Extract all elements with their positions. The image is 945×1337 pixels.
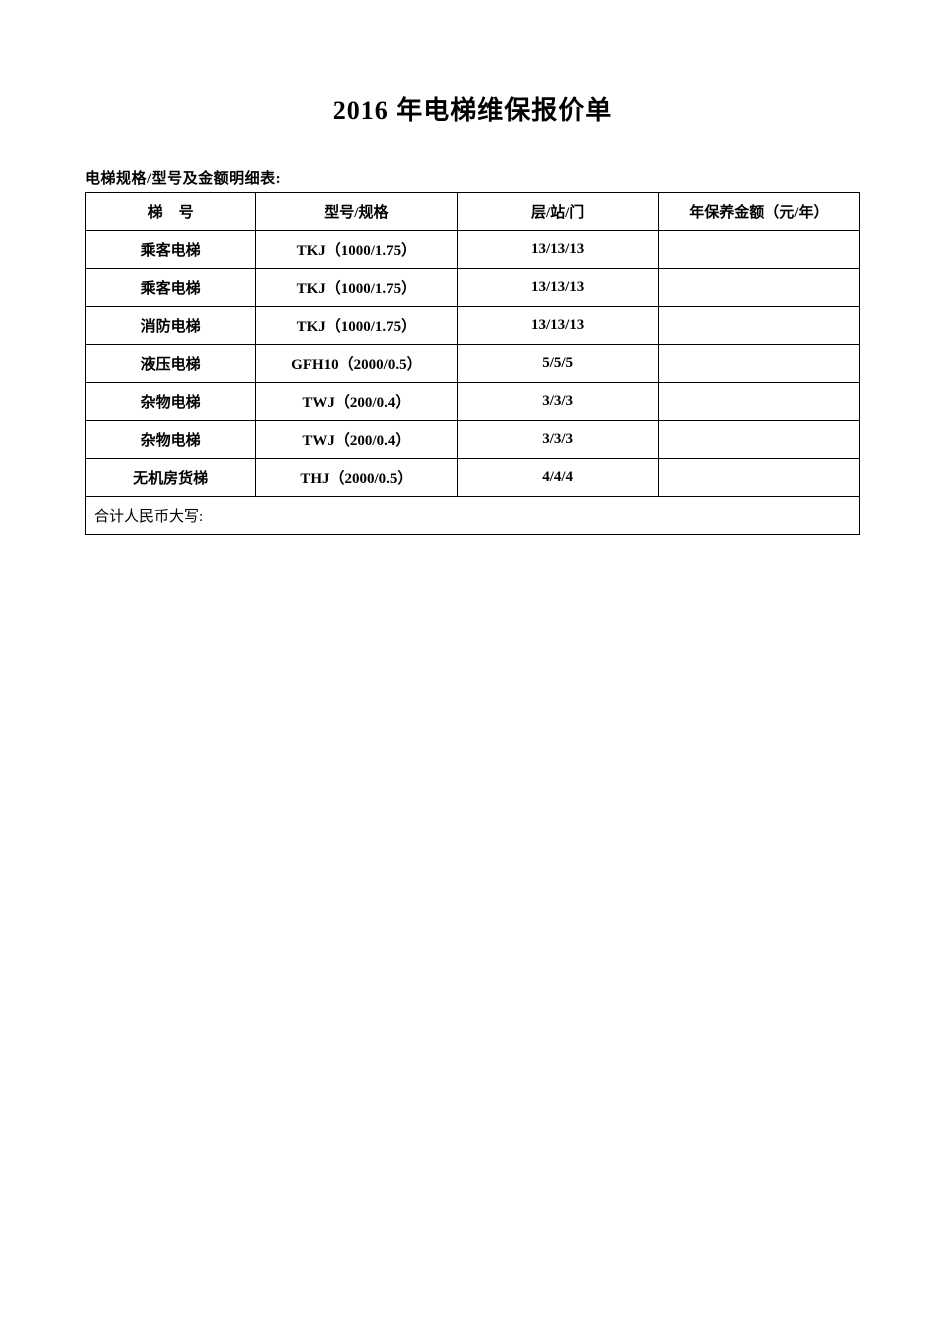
cell-floors: 3/3/3 — [457, 383, 658, 421]
cell-model: TKJ（1000/1.75） — [256, 307, 457, 345]
table-row: 乘客电梯 TKJ（1000/1.75） 13/13/13 — [86, 231, 860, 269]
cell-model: TWJ（200/0.4） — [256, 421, 457, 459]
table-row: 液压电梯 GFH10（2000/0.5） 5/5/5 — [86, 345, 860, 383]
total-label: 合计人民币大写: — [86, 497, 860, 535]
cell-name: 乘客电梯 — [86, 231, 256, 269]
table-row: 杂物电梯 TWJ（200/0.4） 3/3/3 — [86, 421, 860, 459]
table-row: 杂物电梯 TWJ（200/0.4） 3/3/3 — [86, 383, 860, 421]
cell-floors: 13/13/13 — [457, 307, 658, 345]
cell-price — [658, 269, 859, 307]
table-subtitle: 电梯规格/型号及金额明细表: — [85, 167, 860, 188]
cell-floors: 5/5/5 — [457, 345, 658, 383]
table-header-row: 梯号 型号/规格 层/站/门 年保养金额（元/年） — [86, 193, 860, 231]
cell-floors: 13/13/13 — [457, 231, 658, 269]
page-title: 2016 年电梯维保报价单 — [85, 90, 860, 127]
cell-price — [658, 421, 859, 459]
cell-model: TKJ（1000/1.75） — [256, 231, 457, 269]
cell-price — [658, 231, 859, 269]
table-row: 无机房货梯 THJ（2000/0.5） 4/4/4 — [86, 459, 860, 497]
cell-name: 无机房货梯 — [86, 459, 256, 497]
cell-model: TWJ（200/0.4） — [256, 383, 457, 421]
cell-model: THJ（2000/0.5） — [256, 459, 457, 497]
table-body: 乘客电梯 TKJ（1000/1.75） 13/13/13 乘客电梯 TKJ（10… — [86, 231, 860, 535]
cell-name: 杂物电梯 — [86, 421, 256, 459]
cell-model: GFH10（2000/0.5） — [256, 345, 457, 383]
col-header-model: 型号/规格 — [256, 193, 457, 231]
table-row: 消防电梯 TKJ（1000/1.75） 13/13/13 — [86, 307, 860, 345]
cell-name: 乘客电梯 — [86, 269, 256, 307]
cell-price — [658, 307, 859, 345]
cell-name: 杂物电梯 — [86, 383, 256, 421]
cell-price — [658, 345, 859, 383]
cell-model: TKJ（1000/1.75） — [256, 269, 457, 307]
cell-name: 消防电梯 — [86, 307, 256, 345]
col-header-price: 年保养金额（元/年） — [658, 193, 859, 231]
col-header-name: 梯号 — [86, 193, 256, 231]
cell-price — [658, 383, 859, 421]
cell-price — [658, 459, 859, 497]
table-row: 乘客电梯 TKJ（1000/1.75） 13/13/13 — [86, 269, 860, 307]
cell-floors: 3/3/3 — [457, 421, 658, 459]
cell-name: 液压电梯 — [86, 345, 256, 383]
quotation-table: 梯号 型号/规格 层/站/门 年保养金额（元/年） 乘客电梯 TKJ（1000/… — [85, 192, 860, 535]
cell-floors: 4/4/4 — [457, 459, 658, 497]
table-total-row: 合计人民币大写: — [86, 497, 860, 535]
cell-floors: 13/13/13 — [457, 269, 658, 307]
col-header-floors: 层/站/门 — [457, 193, 658, 231]
